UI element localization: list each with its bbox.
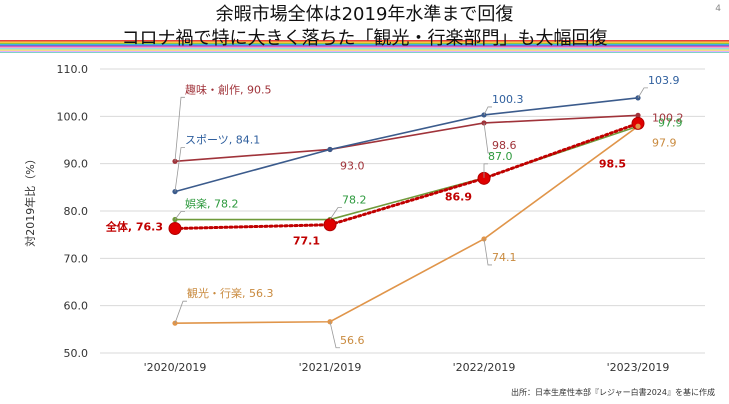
data-point-marker: [635, 123, 641, 129]
source-note: 出所：日本生産性本部『レジャー白書2024』を基に作成: [511, 388, 715, 397]
divider-stripe: [0, 50, 729, 51]
data-label: 56.6: [340, 334, 365, 347]
label-leaders: [174, 87, 648, 349]
label-leader-line: [174, 147, 185, 192]
divider-stripe: [0, 44, 729, 45]
divider-stripe: [0, 43, 729, 44]
label-leader-line: [483, 163, 488, 178]
data-label: 103.9: [648, 74, 680, 87]
x-tick-label: '2023/2019: [607, 361, 670, 374]
label-leader-line: [174, 211, 185, 220]
divider-stripe: [0, 45, 729, 46]
data-label: 98.5: [599, 157, 626, 170]
y-axis-label: 対2019年比（%）: [23, 153, 37, 246]
data-label: 娯楽, 78.2: [185, 197, 239, 211]
divider-stripe: [0, 49, 729, 50]
series-line: [174, 114, 639, 163]
data-label: 77.1: [293, 235, 320, 248]
grid-lines: [100, 68, 705, 354]
data-point-marker: [168, 222, 182, 236]
label-leader-line: [174, 300, 187, 324]
data-label: 100.2: [652, 111, 684, 124]
data-point-marker: [631, 116, 645, 130]
x-tick-label: '2022/2019: [453, 361, 516, 374]
axes: 50.0 60.0 70.0 80.0 90.0 100.0 110.0 '2020/2019…: [57, 63, 670, 374]
data-label: 78.2: [342, 194, 367, 207]
data-label: 87.0: [488, 150, 513, 163]
divider-stripe: [0, 40, 729, 41]
data-label: 観光・行楽, 56.3: [187, 286, 274, 300]
data-point-marker: [635, 112, 641, 118]
page-title: 余暇市場全体は2019年水準まで回復: [215, 4, 514, 25]
data-labels: 趣味・創作, 90.5 93.0 98.6 100.2 スポーツ, 84.1 100.3 1…: [105, 74, 684, 347]
label-leader-line: [329, 207, 342, 220]
divider-stripe: [0, 41, 729, 42]
data-label: 74.1: [492, 251, 517, 264]
y-tick-label: 60.0: [64, 300, 89, 313]
data-point-marker: [327, 146, 333, 153]
markers: [168, 95, 645, 326]
divider-stripe: [0, 48, 729, 49]
data-label: 93.0: [340, 159, 365, 172]
series-line: [173, 121, 640, 231]
data-label: 86.9: [445, 190, 472, 203]
label-leader-line: [483, 122, 492, 154]
data-label: スポーツ, 84.1: [185, 134, 260, 147]
divider-stripe: [0, 46, 729, 47]
y-tick-label: 110.0: [57, 63, 89, 76]
divider-stripe: [0, 51, 729, 52]
series-lines: [173, 97, 640, 324]
y-tick-label: 50.0: [64, 347, 89, 360]
divider-stripe: [0, 52, 729, 53]
label-leader-line: [174, 96, 185, 162]
y-tick-label: 80.0: [64, 205, 89, 218]
y-tick-label: 70.0: [64, 252, 89, 265]
data-label: 100.3: [492, 93, 524, 106]
label-leader-line: [637, 87, 648, 99]
data-label: 97.9: [652, 136, 677, 149]
divider-stripe: [0, 42, 729, 43]
data-label: 97.9: [658, 116, 683, 129]
label-leader-line: [329, 321, 340, 349]
y-tick-label: 100.0: [57, 110, 89, 123]
x-tick-label: '2021/2019: [299, 361, 362, 374]
label-leader-line: [483, 238, 492, 266]
data-point-marker: [323, 218, 337, 232]
page-subtitle: コロナ禍で特に大きく落ちた「観光・行楽部門」も大幅回復: [121, 28, 608, 49]
data-label: 98.6: [492, 139, 517, 152]
y-tick-label: 90.0: [64, 158, 89, 171]
data-label: 全体, 76.3: [105, 220, 163, 234]
series-line: [174, 97, 639, 193]
label-leader-line: [483, 106, 492, 116]
page-number: 4: [715, 4, 721, 14]
x-tick-label: '2020/2019: [144, 361, 207, 374]
rainbow-divider: [0, 40, 729, 53]
data-label: 趣味・創作, 90.5: [185, 82, 272, 96]
divider-stripe: [0, 47, 729, 48]
series-line: [174, 125, 639, 324]
